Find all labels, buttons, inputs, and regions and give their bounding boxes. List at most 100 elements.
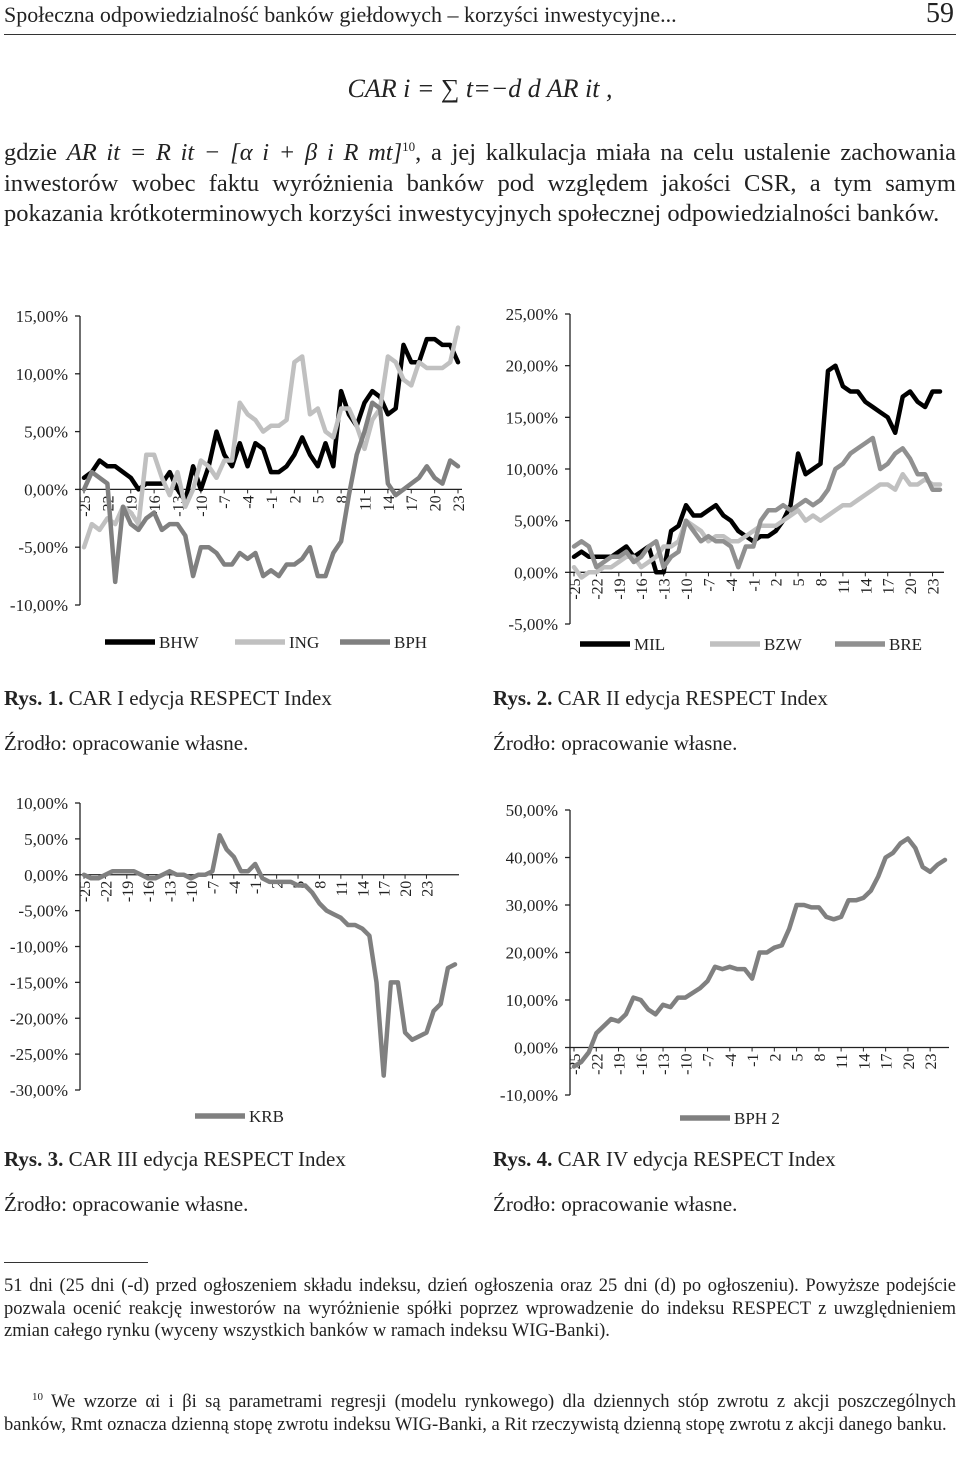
y-tick-label: -5,00% — [18, 538, 68, 557]
figure-1-source: Źrodło: opracowanie własne. — [4, 731, 249, 755]
legend-label-bzw: BZW — [764, 635, 803, 654]
figure-4-number: Rys. 4. — [493, 1147, 553, 1171]
series-line-bph-2 — [571, 836, 948, 1069]
footnote-10-number: 10 — [32, 1391, 43, 1403]
x-tick-label: -16 — [141, 881, 158, 902]
footnote-continuation: 51 dni (25 dni (-d) przed ogłoszeniem sk… — [4, 1276, 956, 1341]
x-tick-label: -25 — [77, 495, 94, 516]
x-tick-label: -13 — [657, 578, 674, 599]
x-tick-label: -16 — [634, 578, 651, 599]
x-tick-label: 5 — [790, 1054, 807, 1062]
y-tick-label: 0,00% — [24, 480, 68, 499]
figure-3-caption: Rys. 3. CAR III edycja RESPECT Index — [4, 1147, 346, 1172]
y-tick-label: -5,00% — [18, 902, 68, 921]
x-tick-label: 17 — [881, 578, 898, 594]
chart-car-edition-2: 25,00% 20,00% 15,00% 10,00% 5,00% 0,00% -5,00%… — [506, 305, 944, 654]
figure-2-number: Rys. 2. — [493, 686, 553, 710]
y-tick-label: 30,00% — [506, 896, 558, 915]
series-line-krb — [81, 833, 458, 1078]
series-line-bph — [81, 400, 461, 585]
y-tick-label: -10,00% — [500, 1086, 558, 1105]
figure-3-number: Rys. 3. — [4, 1147, 64, 1171]
x-tick-label: 20 — [901, 1054, 918, 1070]
y-tick-label: 10,00% — [506, 460, 558, 479]
x-tick-label: 2 — [287, 495, 304, 503]
legend-label-bre: BRE — [889, 635, 922, 654]
footnote-10-text: We wzorze αi i βi są parametrami regresj… — [4, 1392, 956, 1435]
y-tick-label: 15,00% — [16, 307, 68, 326]
x-tick-label: 8 — [334, 495, 351, 503]
x-tick-label: -22 — [589, 578, 606, 599]
x-tick-label: 14 — [355, 881, 372, 897]
series-line-ing — [81, 325, 461, 550]
x-tick-label: -19 — [612, 1054, 629, 1075]
x-tick-label: -13 — [163, 881, 180, 902]
figure-4-caption: Rys. 4. CAR IV edycja RESPECT Index — [493, 1147, 836, 1172]
y-tick-label: -10,00% — [10, 596, 68, 615]
figure-1-caption: Rys. 1. CAR I edycja RESPECT Index — [4, 686, 332, 711]
legend-label-bhw: BHW — [159, 633, 200, 652]
x-tick-label: -19 — [612, 578, 629, 599]
x-tick-label: -13 — [656, 1054, 673, 1075]
series-line-bhw — [81, 336, 461, 504]
x-tick-label: 17 — [879, 1054, 896, 1070]
x-tick-label: 11 — [834, 1054, 851, 1069]
legend-label-bph: BPH — [394, 633, 427, 652]
y-tick-label: 0,00% — [24, 866, 68, 885]
x-tick-label: -19 — [120, 881, 137, 902]
x-tick-label: -1 — [248, 881, 265, 894]
running-header: Społeczna odpowiedzialność banków giełdo… — [4, 0, 956, 35]
x-tick-label: 2 — [769, 578, 786, 586]
y-tick-label: 10,00% — [16, 794, 68, 813]
x-tick-label: -7 — [701, 578, 718, 591]
y-tick-label: 40,00% — [506, 849, 558, 868]
figure-3-title: CAR III edycja RESPECT Index — [63, 1147, 346, 1171]
figure-2-source: Źrodło: opracowanie własne. — [493, 731, 738, 755]
legend-label-mil: MIL — [634, 635, 665, 654]
legend-label-ing: ING — [289, 633, 319, 652]
y-tick-label: 20,00% — [506, 357, 558, 376]
figure-1-title: CAR I edycja RESPECT Index — [63, 686, 332, 710]
x-tick-label: 20 — [398, 881, 415, 897]
x-tick-label: 23 — [923, 1054, 940, 1070]
x-tick-label: -16 — [147, 495, 164, 516]
running-title: Społeczna odpowiedzialność banków giełdo… — [4, 2, 677, 27]
x-tick-label: 11 — [358, 495, 375, 510]
x-tick-label: -7 — [217, 495, 234, 508]
x-tick-label: 8 — [812, 1054, 829, 1062]
x-tick-label: -4 — [724, 578, 741, 591]
x-tick-label: -16 — [634, 1054, 651, 1075]
y-tick-label: 20,00% — [506, 944, 558, 963]
y-tick-label: -20,00% — [10, 1009, 68, 1028]
figure-4-source: Źrodło: opracowanie własne. — [493, 1192, 738, 1216]
footnote-separator — [4, 1262, 148, 1264]
x-tick-label: -7 — [205, 881, 222, 894]
y-tick-label: 5,00% — [24, 423, 68, 442]
footnote-10: 10 We wzorze αi i βi są parametrami regr… — [4, 1386, 956, 1436]
x-tick-label: 14 — [858, 578, 875, 594]
paragraph-text: , a jej kalkulacja miała na celu ustalen… — [4, 139, 956, 228]
chart-car-edition-1: 15,00%10,00%5,00%0,00%-5,00%-10,00%-25 -2… — [10, 307, 468, 652]
x-tick-label: 23 — [926, 578, 943, 594]
paragraph-lead: gdzie — [4, 139, 67, 167]
x-tick-label: 8 — [312, 881, 329, 889]
y-tick-label: 10,00% — [506, 991, 558, 1010]
y-tick-label: 50,00% — [506, 801, 558, 820]
x-tick-label: 5 — [311, 495, 328, 503]
y-tick-label: 25,00% — [506, 305, 558, 324]
x-tick-label: 8 — [813, 578, 830, 586]
ar-formula: AR it = R it − [α i + β i R mt] — [66, 139, 403, 167]
footnote-ref-10: 10 — [402, 139, 416, 154]
figure-4-title: CAR IV edycja RESPECT Index — [552, 1147, 836, 1171]
x-tick-label: 5 — [791, 578, 808, 586]
y-tick-label: 0,00% — [514, 563, 558, 582]
x-tick-label: -10 — [679, 578, 696, 599]
x-tick-label: -25 — [77, 881, 94, 902]
y-tick-label: 0,00% — [514, 1039, 558, 1058]
x-tick-label: -4 — [227, 881, 244, 894]
x-tick-label: 2 — [270, 881, 287, 889]
figure-3-source: Źrodło: opracowanie własne. — [4, 1192, 249, 1216]
body-paragraph: gdzie AR it = R it − [α i + β i R mt]10,… — [4, 132, 956, 230]
x-tick-label: -10 — [678, 1054, 695, 1075]
x-tick-label: 2 — [767, 1054, 784, 1062]
